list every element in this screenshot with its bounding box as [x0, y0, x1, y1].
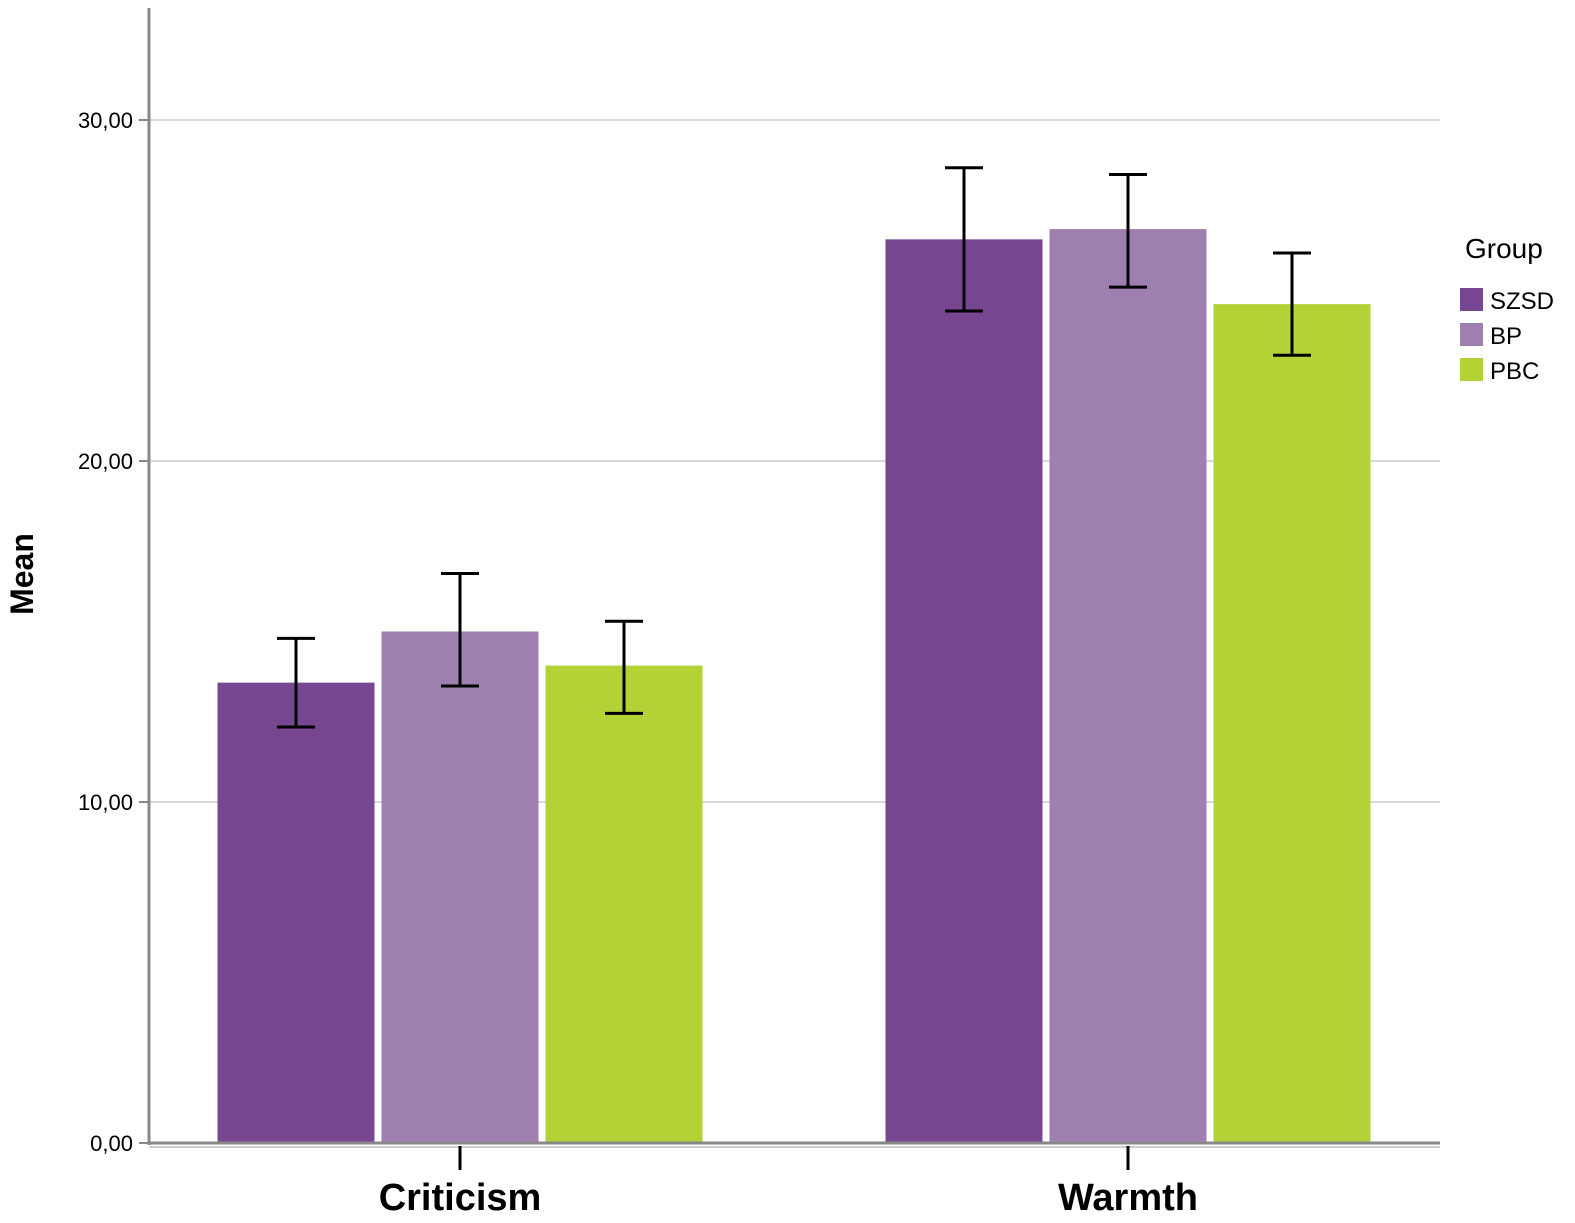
y-tick-label: 20,00	[78, 449, 133, 474]
bar-bp-criticism	[381, 631, 539, 1143]
legend-title: Group	[1465, 233, 1543, 264]
bar-pbc-criticism	[545, 665, 703, 1143]
legend-swatch-bp	[1460, 323, 1483, 346]
y-axis-title: Mean	[4, 533, 40, 615]
error-bar-szsd-warmth	[945, 166, 983, 313]
legend-label-pbc: PBC	[1490, 358, 1539, 385]
x-category-label: Warmth	[1058, 1177, 1198, 1219]
y-tick-label: 30,00	[78, 108, 133, 133]
error-bar-bp-warmth	[1109, 173, 1147, 289]
legend-label-bp: BP	[1490, 323, 1522, 350]
bar-bp-warmth	[1049, 229, 1207, 1143]
y-tick-label: 0,00	[90, 1131, 133, 1156]
error-bar-bp-criticism	[441, 572, 479, 688]
bar-szsd-warmth	[885, 239, 1043, 1144]
legend-swatch-szsd	[1460, 288, 1483, 311]
y-axis-ticks: 0,00 10,00 20,00 30,00	[78, 108, 149, 1156]
x-axis-categories: Criticism Warmth	[379, 1146, 1198, 1219]
error-bars	[277, 166, 1311, 729]
bar-szsd-criticism	[217, 682, 375, 1143]
axes	[147, 8, 1440, 1148]
y-tick-label: 10,00	[78, 790, 133, 815]
error-bar-szsd-criticism	[277, 636, 315, 729]
bars	[217, 229, 1371, 1144]
legend: Group SZSD BP PBC	[1460, 233, 1554, 385]
error-bar-pbc-warmth	[1273, 251, 1311, 357]
bar-pbc-warmth	[1213, 304, 1371, 1143]
error-bar-pbc-criticism	[605, 619, 643, 715]
legend-swatch-pbc	[1460, 358, 1483, 381]
legend-label-szsd: SZSD	[1490, 288, 1554, 315]
x-category-label: Criticism	[379, 1177, 542, 1219]
